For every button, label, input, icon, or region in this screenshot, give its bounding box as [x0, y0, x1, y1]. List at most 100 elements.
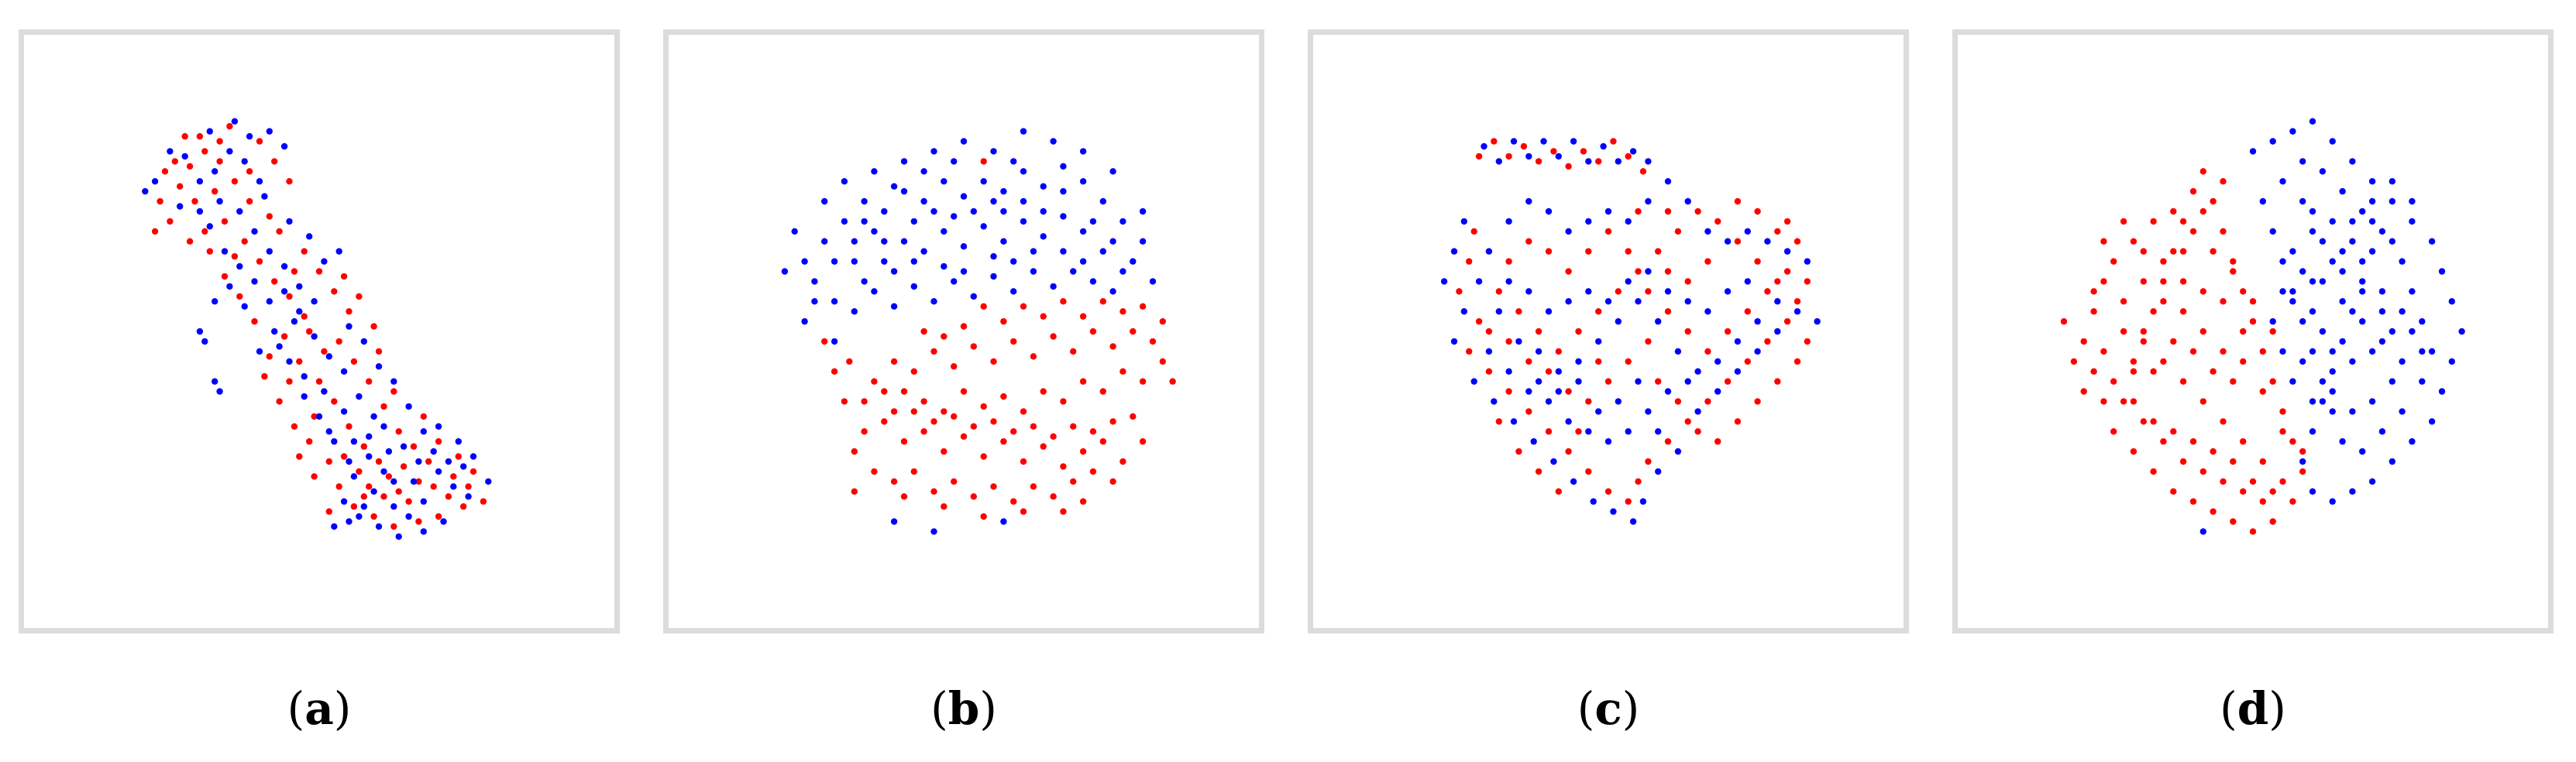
scatter-point-d-s0-16 [2220, 478, 2227, 485]
scatter-point-a-s1-28 [450, 483, 457, 490]
scatter-point-b-s1-46 [1119, 218, 1126, 225]
scatter-point-c-s0-27 [1664, 438, 1672, 445]
scatter-point-c-s0-49 [1495, 288, 1502, 295]
scatter-point-b-s0-43 [1119, 458, 1126, 465]
scatter-point-c-s1-50 [1525, 197, 1532, 205]
scatter-point-d-s0-96 [2090, 288, 2097, 295]
scatter-point-b-s1-78 [871, 228, 878, 235]
scatter-point-a-s1-6 [236, 208, 243, 215]
scatter-point-a-s1-20 [350, 438, 358, 445]
scatter-point-b-s0-62 [890, 478, 898, 485]
scatter-point-d-s1-90 [2349, 218, 2356, 225]
scatter-point-a-s0-94 [325, 508, 332, 515]
scatter-point-d-s0-39 [2299, 468, 2306, 475]
scatter-point-d-s0-73 [2249, 478, 2257, 485]
scatter-point-d-s1-77 [2359, 258, 2366, 265]
scatter-point-a-s1-90 [286, 358, 293, 365]
scatter-point-b-s0-82 [831, 368, 838, 375]
scatter-point-d-s1-4 [2329, 138, 2336, 145]
scatter-point-d-s0-17 [2199, 468, 2206, 475]
scatter-point-d-s0-75 [2289, 498, 2296, 505]
scatter-point-a-s0-8 [221, 218, 229, 225]
scatter-point-b-s1-94 [1060, 187, 1067, 195]
scatter-point-a-s1-55 [206, 223, 213, 230]
scatter-point-c-s1-94 [1615, 398, 1622, 405]
scatter-point-a-s0-35 [350, 503, 358, 510]
scatter-point-c-s0-45 [1575, 328, 1582, 335]
scatter-point-a-s1-25 [405, 513, 412, 520]
scatter-point-c-s0-73 [1604, 378, 1612, 385]
scatter-point-a-s1-67 [306, 233, 313, 240]
scatter-point-a-s1-10 [266, 248, 273, 255]
scatter-point-d-s0-19 [2160, 438, 2167, 445]
scatter-point-a-s0-43 [236, 293, 243, 300]
scatter-point-a-s0-37 [325, 458, 332, 465]
scatter-point-b-s1-36 [920, 197, 927, 205]
scatter-point-d-s1-85 [2329, 348, 2336, 355]
scatter-point-d-s0-76 [2230, 378, 2237, 385]
scatter-point-d-s0-22 [2130, 368, 2137, 375]
scatter-point-a-s1-35 [340, 498, 348, 505]
scatter-point-c-s1-25 [1629, 518, 1637, 525]
scatter-point-d-s0-9 [2189, 498, 2197, 505]
scatter-point-c-s0-81 [1515, 448, 1522, 455]
scatter-point-a-s1-62 [246, 132, 253, 140]
scatter-point-b-s1-45 [1099, 197, 1106, 205]
scatter-point-d-s1-6 [2368, 178, 2376, 185]
scatter-point-d-s1-32 [2339, 187, 2346, 195]
scatter-point-a-s0-32 [415, 518, 422, 525]
scatter-point-c-s1-11 [1645, 158, 1652, 165]
scatter-point-a-s1-99 [216, 388, 223, 395]
scatter-point-a-s0-51 [256, 138, 263, 145]
scatter-point-b-s1-97 [930, 528, 937, 535]
scatter-point-b-s1-8 [1020, 218, 1027, 225]
scatter-point-a-s1-45 [356, 393, 363, 400]
scatter-point-d-s0-45 [2179, 378, 2187, 385]
scatter-point-a-s1-98 [212, 378, 218, 385]
scatter-point-a-s0-75 [291, 268, 298, 275]
scatter-point-c-s1-78 [1565, 298, 1572, 305]
scatter-point-a-s1-80 [460, 463, 467, 470]
scatter-point-a-s1-69 [335, 248, 342, 255]
scatter-point-c-s1-21 [1550, 458, 1557, 465]
scatter-point-d-s0-57 [2269, 328, 2276, 335]
scatter-point-b-s0-29 [871, 378, 878, 385]
scatter-point-d-s0-92 [2160, 258, 2167, 265]
scatter-point-c-s1-75 [1625, 278, 1632, 285]
scatter-point-b-s1-6 [980, 223, 987, 230]
scatter-point-d-s1-25 [2329, 368, 2336, 375]
scatter-point-a-s0-58 [346, 308, 353, 315]
scatter-point-d-s0-98 [2080, 388, 2087, 395]
scatter-point-c-s1-70 [1724, 288, 1732, 295]
scatter-point-b-s1-31 [821, 238, 828, 245]
scatter-point-d-s0-77 [2210, 368, 2217, 375]
scatter-point-b-s1-91 [861, 218, 868, 225]
scatter-point-d-s0-18 [2179, 458, 2187, 465]
scatter-point-a-s1-17 [321, 388, 328, 395]
scatter-point-b-s0-47 [1089, 428, 1097, 435]
scatter-point-a-s1-47 [325, 353, 332, 360]
scatter-point-b-s1-56 [960, 138, 968, 145]
scatter-point-c-s1-6 [1570, 138, 1577, 145]
scatter-point-d-s0-63 [2140, 278, 2147, 285]
scatter-point-c-s0-83 [1555, 488, 1562, 495]
scatter-point-a-s1-78 [469, 453, 477, 460]
scatter-point-c-s0-21 [1565, 448, 1572, 455]
scatter-point-d-s0-43 [2220, 418, 2227, 425]
scatter-point-d-s1-8 [2409, 218, 2416, 225]
scatter-point-d-s0-26 [2170, 248, 2177, 255]
scatter-point-c-s0-78 [1505, 338, 1512, 345]
scatter-point-b-s1-24 [910, 283, 917, 290]
scatter-point-a-s0-56 [315, 268, 323, 275]
caption-b: (b) [930, 682, 997, 735]
scatter-point-c-s1-45 [1625, 218, 1632, 225]
scatter-point-c-s1-76 [1604, 298, 1612, 305]
scatter-point-d-s1-93 [2409, 197, 2416, 205]
scatter-point-a-s1-24 [390, 503, 397, 510]
scatter-point-c-s1-36 [1804, 258, 1811, 265]
scatter-point-b-s1-32 [841, 218, 848, 225]
scatter-point-c-s1-31 [1734, 368, 1742, 375]
scatter-point-b-s1-9 [1040, 233, 1047, 240]
scatter-point-d-s1-21 [2309, 488, 2316, 495]
scatter-point-d-s1-44 [2339, 438, 2346, 445]
